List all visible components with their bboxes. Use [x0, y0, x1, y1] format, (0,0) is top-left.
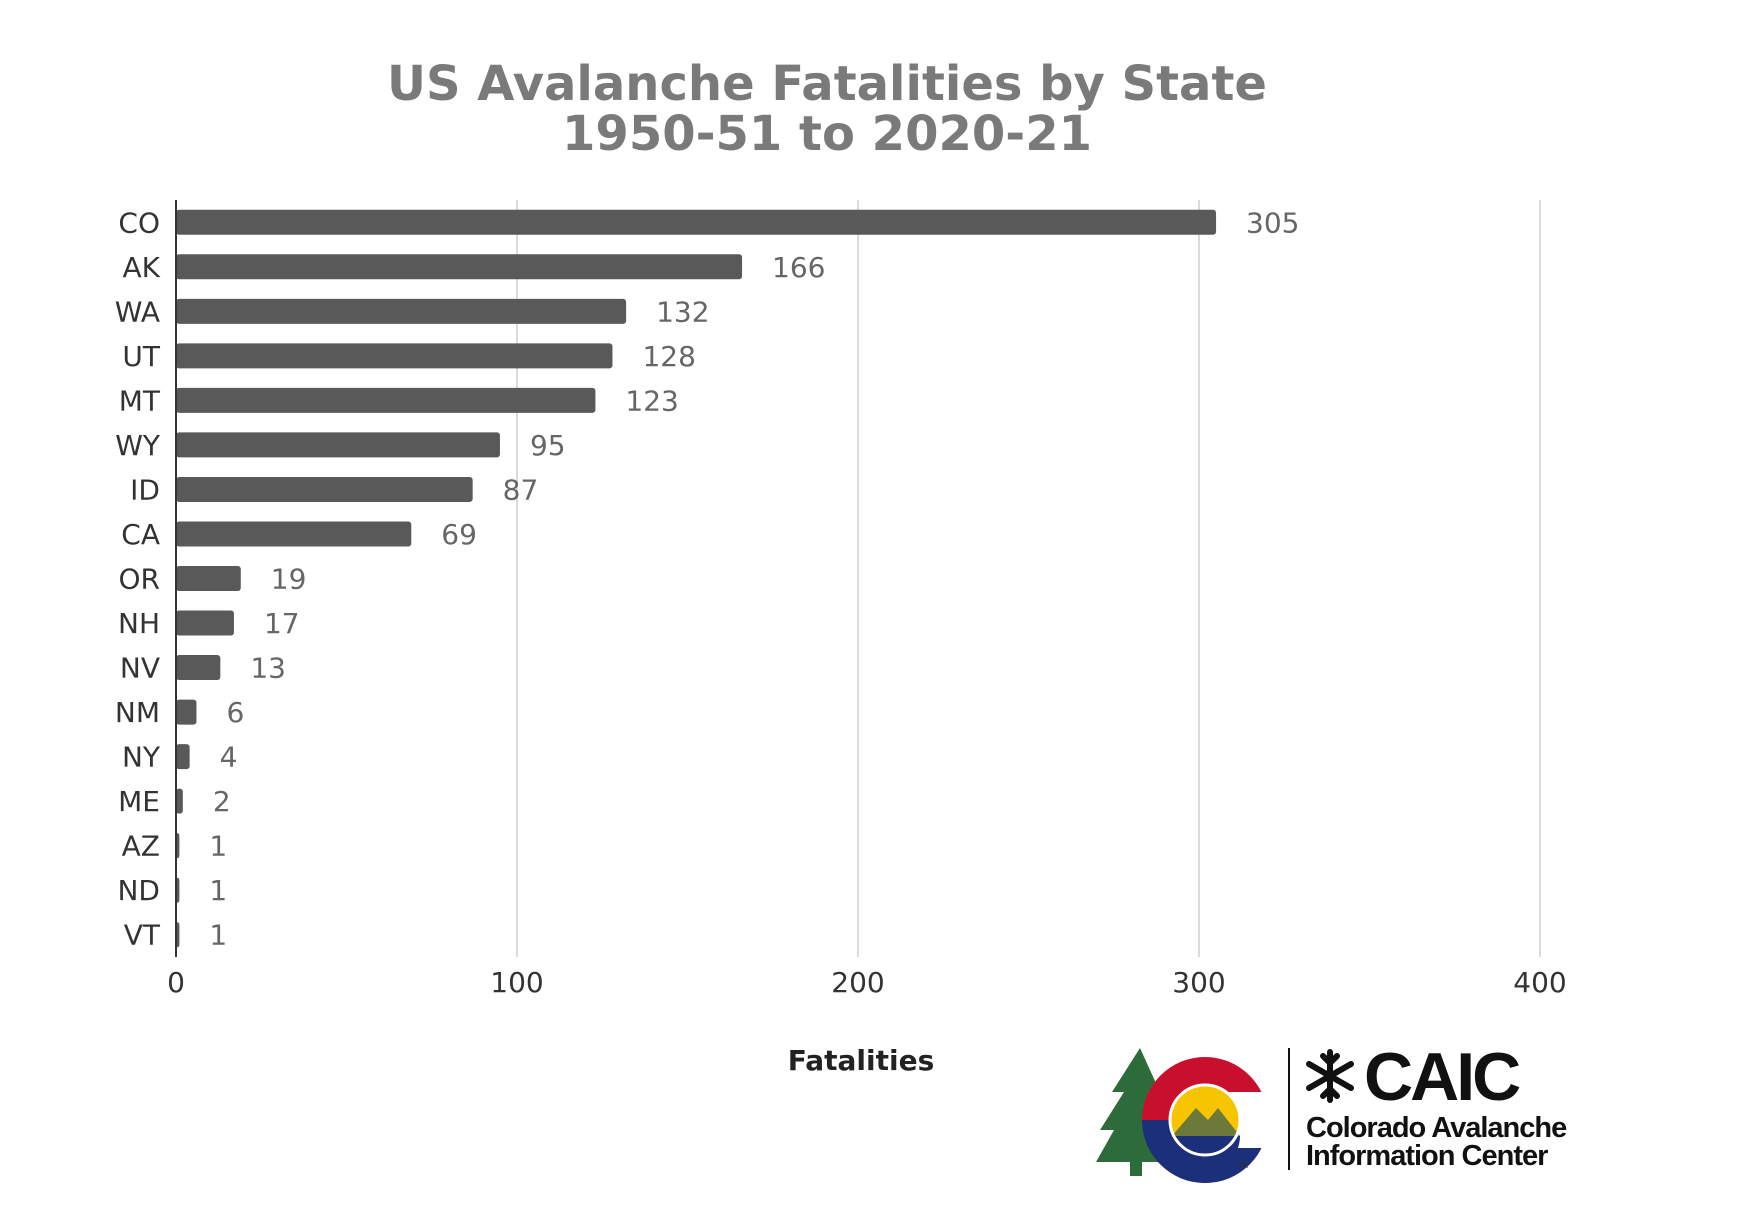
category-label: OR [119, 563, 161, 596]
category-label: NH [118, 607, 160, 640]
category-labels: CO AK WA UT MT WY ID CA OR NH NV NM NY ME AZ ND VT [115, 206, 161, 951]
category-label: WY [115, 429, 161, 462]
category-label: NM [115, 696, 160, 729]
x-tick-labels: 0 100 200 300 400 [167, 966, 1567, 999]
data-label: 1 [209, 874, 227, 907]
data-label: 2 [213, 785, 231, 818]
gridlines [516, 200, 1541, 957]
data-label: 13 [250, 652, 286, 685]
data-label: 69 [441, 518, 477, 551]
category-label: WA [115, 295, 160, 328]
chart-title-line-1: US Avalanche Fatalities by State [387, 56, 1267, 112]
logo-mountains [1172, 1108, 1240, 1136]
bar-WY [176, 432, 500, 458]
x-tick-label: 400 [1513, 966, 1566, 999]
x-tick-label: 200 [831, 966, 884, 999]
bar-NY [176, 744, 190, 770]
data-label: 132 [656, 295, 709, 328]
logo-line-1: Colorado Avalanche [1306, 1112, 1567, 1144]
data-label: 123 [625, 384, 678, 417]
data-label: 4 [220, 741, 238, 774]
category-label: ME [118, 785, 160, 818]
bar-CO [176, 209, 1217, 235]
logo-caic: CAIC [1364, 1039, 1520, 1115]
category-label: NV [120, 652, 160, 685]
bar-WA [176, 298, 627, 324]
x-tick-label: 300 [1172, 966, 1225, 999]
x-tick-label: 100 [490, 966, 543, 999]
category-label: ND [117, 874, 160, 907]
category-label: ID [130, 473, 160, 506]
bar-CA [176, 521, 412, 547]
bars [176, 209, 1217, 948]
chart-title-line-2: 1950-51 to 2020-21 [562, 106, 1092, 162]
logo-trademark: TM [1237, 1162, 1248, 1170]
data-label: 95 [530, 429, 566, 462]
data-label: 305 [1246, 206, 1299, 239]
category-label: UT [122, 340, 160, 373]
data-label: 1 [209, 919, 227, 952]
bar-OR [176, 566, 241, 591]
logo-line-2: Information Center [1306, 1140, 1548, 1172]
data-label: 19 [271, 563, 307, 596]
category-label: AZ [122, 830, 160, 863]
data-label: 87 [503, 473, 539, 506]
data-label: 1 [209, 830, 227, 863]
data-label: 6 [226, 696, 244, 729]
data-label: 17 [264, 607, 300, 640]
category-label: CO [118, 206, 160, 239]
bar-AK [176, 254, 743, 280]
category-label: NY [122, 741, 161, 774]
bar-UT [176, 343, 613, 369]
snowflake-icon [1306, 1049, 1354, 1103]
bar-NH [176, 610, 234, 636]
category-label: MT [119, 384, 161, 417]
bar-ID [176, 476, 473, 502]
data-label: 128 [642, 340, 695, 373]
category-label: CA [121, 518, 160, 551]
logo-ring [1168, 1083, 1242, 1157]
caic-logo: TM CAIC Colorado Avalanche Information C… [1096, 1039, 1568, 1183]
x-axis-title: Fatalities [788, 1044, 935, 1077]
x-tick-label: 0 [167, 966, 185, 999]
data-label: 166 [772, 251, 825, 284]
bar-MT [176, 387, 596, 413]
bar-ME [176, 788, 183, 814]
data-labels: 305 166 132 128 123 95 87 69 19 17 136 4 2 1 1 1 [209, 206, 1299, 951]
bar-NM [176, 699, 197, 725]
category-label: AK [122, 251, 160, 284]
category-label: VT [124, 919, 161, 952]
bar-NV [176, 655, 221, 681]
